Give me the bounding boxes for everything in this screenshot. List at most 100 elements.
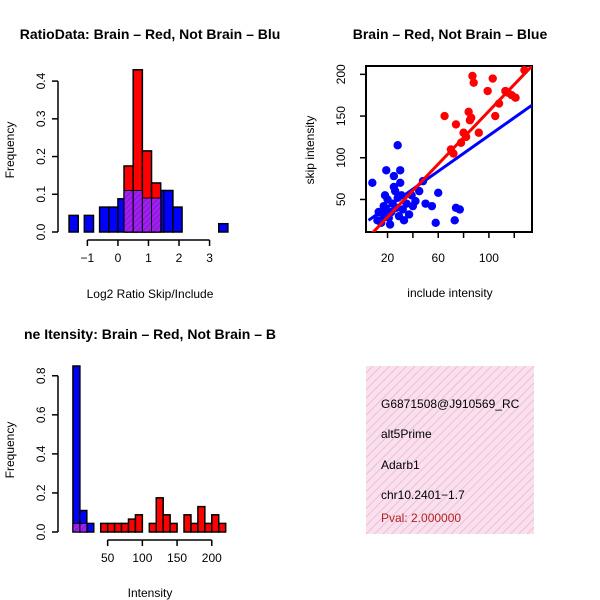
scatter-point-brain: [469, 78, 478, 87]
scatter-point-notbrain: [382, 166, 391, 175]
info-clip-mask: [534, 380, 600, 420]
scatter-plot: Brain – Red, Not Brain – Blue include in…: [303, 26, 547, 300]
ratio-bar-notbrain: [162, 189, 174, 233]
intensity-histogram-xlabel: Intensity: [128, 586, 173, 600]
intensity-y-tick-label: 0.4: [34, 445, 48, 462]
ratio-x-tick-label: −1: [81, 251, 95, 265]
scatter-point-brain: [451, 120, 461, 129]
scatter-point-notbrain: [415, 186, 424, 196]
ratio-x-tick-label: 2: [176, 251, 183, 265]
intensity-y-tick-label: 0.2: [34, 484, 48, 501]
ratio-y-tick-label: 0.0: [34, 223, 48, 240]
scatter-point-brain: [511, 93, 520, 102]
fit-line-brain: [371, 66, 532, 232]
fit-line-notbrain: [367, 103, 532, 222]
ratio-x-tick-label: 1: [145, 251, 152, 265]
ratio-histogram-title: RatioData: Brain – Red, Not Brain – Blu: [20, 26, 281, 42]
scatter-ylabel: skip intensity: [303, 116, 317, 185]
intensity-histogram-title: ne Itensity: Brain – Red, Not Brain – B: [24, 326, 276, 342]
scatter-x-tick-label: 100: [479, 251, 499, 265]
scatter-point-brain: [468, 71, 477, 81]
intensity-bar-overlap: [79, 522, 88, 533]
scatter-y-tick-label: 200: [334, 64, 348, 84]
info-pval: Pval: 2.000000: [381, 511, 461, 525]
scatter-point-notbrain: [427, 201, 437, 211]
intensity-bar-notbrain: [72, 365, 81, 533]
info-panel-background: [366, 366, 534, 534]
ratio-bar-notbrain: [83, 214, 95, 233]
intensity-histogram-ylabel: Frequency: [3, 422, 17, 479]
intensity-bar-brain: [106, 522, 116, 533]
ratio-bar-overlap: [151, 197, 162, 233]
info-event-type: alt5Prime: [381, 427, 432, 441]
ratio-y-tick-label: 0.1: [34, 186, 48, 203]
scatter-y-tick-label: 100: [334, 147, 348, 167]
intensity-bar-brain: [217, 522, 227, 533]
scatter-point-notbrain: [390, 186, 400, 196]
ratio-bar-notbrain: [217, 222, 229, 233]
ratio-histogram: RatioData: Brain – Red, Not Brain – Blu …: [3, 26, 280, 301]
scatter-xlabel: include intensity: [407, 286, 492, 300]
scatter-point-brain: [491, 111, 500, 121]
scatter-x-tick-label: 60: [432, 251, 446, 265]
scatter-point-notbrain: [393, 141, 402, 150]
intensity-bar-notbrain: [86, 522, 95, 533]
scatter-point-notbrain: [455, 205, 464, 214]
ratio-histogram-bars: [68, 69, 229, 233]
ratio-bar-notbrain: [172, 206, 183, 233]
intensity-bar-brain: [190, 522, 199, 533]
intensity-bar-brain: [148, 522, 157, 533]
intensity-y-tick-label: 0.6: [34, 406, 48, 423]
intensity-histogram: ne Itensity: Brain – Red, Not Brain – B …: [3, 326, 276, 600]
ratio-x-tick-label: 0: [115, 251, 122, 265]
scatter-point-brain: [474, 128, 483, 137]
intensity-bar-brain: [127, 518, 137, 533]
intensity-y-tick-label: 0.0: [34, 523, 48, 540]
info-panel: G6871508@J910569_RC alt5Prime Adarb1 chr…: [366, 366, 534, 534]
scatter-point-notbrain: [399, 216, 409, 225]
ratio-bar-overlap: [132, 190, 143, 233]
intensity-histogram-bars: [72, 365, 227, 533]
intensity-bar-brain: [113, 522, 123, 533]
scatter-point-notbrain: [389, 171, 399, 181]
ratio-y-tick-label: 0.2: [34, 148, 48, 165]
intensity-histogram-axes: 50 100 150 200 0.0 0.2 0.4 0.6 0.8: [34, 367, 222, 565]
scatter-frame: [365, 65, 533, 233]
intensity-bar-brain: [155, 497, 164, 533]
intensity-bar-brain: [162, 514, 171, 533]
ratio-bar-notbrain: [68, 214, 79, 233]
intensity-bar-brain: [204, 522, 213, 533]
scatter-point-notbrain: [450, 216, 459, 225]
scatter-point-notbrain: [396, 166, 405, 175]
ratio-y-tick-label: 0.4: [34, 72, 48, 89]
intensity-bar-brain: [99, 522, 109, 533]
intensity-bar-overlap: [72, 522, 81, 533]
ratio-bar-overlap: [141, 197, 153, 233]
ratio-histogram-xlabel: Log2 Ratio Skip/Include: [87, 287, 214, 301]
intensity-x-tick-label: 200: [202, 551, 222, 565]
ratio-bar-notbrain: [108, 206, 119, 233]
scatter-point-notbrain: [385, 220, 395, 229]
ratio-y-tick-label: 0.3: [34, 110, 48, 127]
intensity-y-tick-label: 0.8: [34, 367, 48, 384]
scatter-point-notbrain: [411, 196, 420, 206]
scatter-point-brain: [466, 113, 476, 122]
intensity-bar-brain: [211, 514, 220, 533]
info-gene: Adarb1: [381, 458, 420, 472]
scatter-x-tick-label: 20: [381, 251, 395, 265]
intensity-bar-brain: [134, 514, 144, 533]
info-id-line: G6871508@J910569_RC: [381, 397, 520, 411]
ratio-bar-overlap: [123, 190, 134, 233]
ratio-bar-notbrain: [98, 206, 110, 233]
intensity-bar-brain: [197, 505, 206, 533]
scatter-point-notbrain: [421, 199, 430, 208]
scatter-point-notbrain: [404, 210, 414, 219]
scatter-point-brain: [440, 111, 449, 121]
intensity-x-tick-label: 50: [101, 551, 115, 565]
scatter-title: Brain – Red, Not Brain – Blue: [353, 26, 548, 42]
scatter-y-tick-label: 50: [334, 192, 348, 206]
scatter-point-brain: [488, 74, 497, 83]
ratio-x-tick-label: 3: [206, 251, 213, 265]
info-location: chr10.2401−1.7: [381, 488, 465, 502]
